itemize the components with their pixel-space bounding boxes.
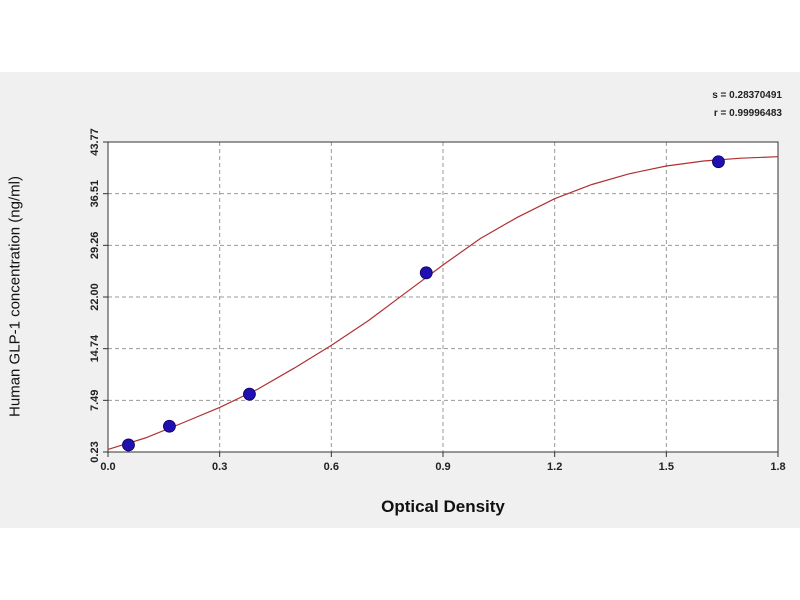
x-axis-label: Optical Density xyxy=(381,497,505,516)
stat-r: r = 0.99996483 xyxy=(713,108,782,119)
y-tick-label: 14.74 xyxy=(89,334,101,362)
x-tick-label: 0.9 xyxy=(435,461,450,473)
grid xyxy=(108,142,778,452)
data-point xyxy=(243,387,256,401)
y-tick-labels: 0.23 7.49 14.74 22.00 29.26 36.51 43.77 xyxy=(89,128,101,462)
y-tick-label: 22.00 xyxy=(89,283,101,311)
x-tick-label: 1.5 xyxy=(659,461,674,473)
y-tick-label: 29.26 xyxy=(89,232,101,260)
data-points xyxy=(122,155,725,452)
ticks xyxy=(103,141,779,457)
x-tick-label: 0.6 xyxy=(324,461,339,473)
y-tick-label: 0.23 xyxy=(89,441,101,462)
y-tick-label: 43.77 xyxy=(89,128,101,156)
y-tick-label: 36.51 xyxy=(89,180,101,208)
x-tick-label: 0.3 xyxy=(212,461,227,473)
data-point xyxy=(419,266,433,280)
x-tick-labels: 0.0 0.3 0.6 0.9 1.2 1.5 1.8 xyxy=(100,461,785,473)
stat-s: s = 0.28370491 xyxy=(712,90,782,101)
x-tick-label: 1.2 xyxy=(547,461,562,473)
x-tick-label: 0.0 xyxy=(100,461,115,473)
data-point xyxy=(163,419,176,433)
y-axis-label: Human GLP-1 concentration (ng/ml) xyxy=(6,176,24,417)
x-tick-label: 1.8 xyxy=(770,461,785,473)
y-tick-label: 7.49 xyxy=(89,390,101,411)
data-point xyxy=(122,438,135,452)
fit-curve xyxy=(107,156,779,450)
data-point xyxy=(712,155,725,169)
